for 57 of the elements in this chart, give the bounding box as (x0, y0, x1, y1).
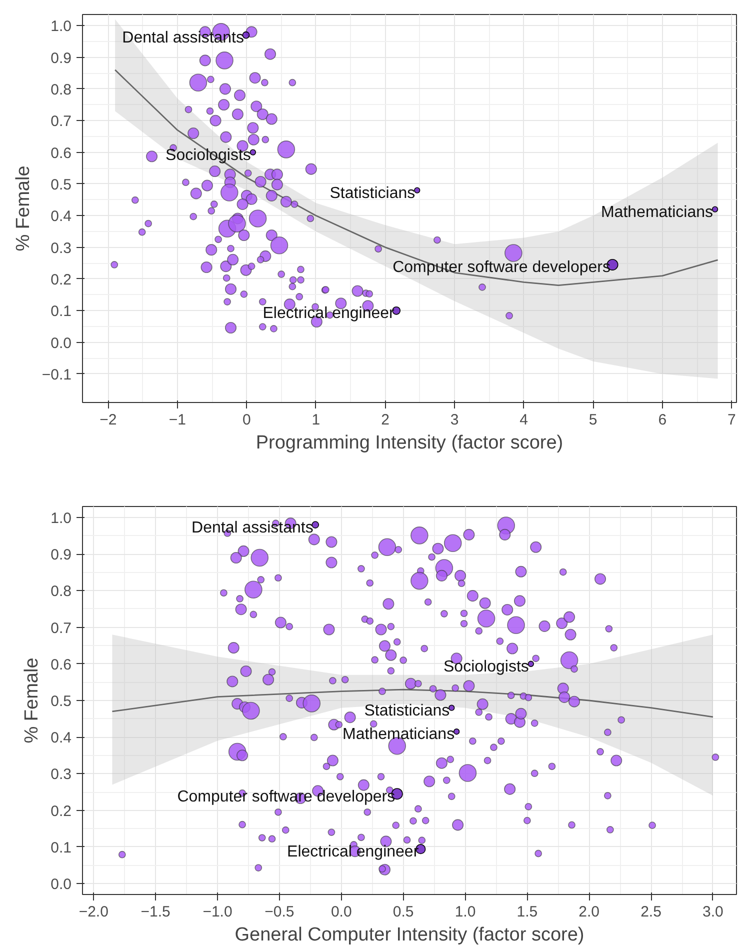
x-tick-label: −2 (100, 412, 117, 428)
line-series (114, 69, 718, 286)
x-tick-label: 2.0 (578, 904, 600, 920)
annotation: Statisticians (330, 184, 416, 202)
y-tick-label: 0.2 (50, 271, 72, 288)
y-tick-label: 1.0 (50, 510, 72, 527)
x-tick-label: 2.5 (640, 904, 662, 920)
y-tick-label: 0.7 (50, 620, 72, 637)
annotation: Sociologists (444, 658, 529, 676)
y-tick-label: 0.1 (50, 839, 72, 856)
annotation: Dental assistants (192, 519, 314, 536)
y-tick-label: 0.6 (50, 144, 72, 162)
y-tick-label: 0.8 (50, 583, 72, 600)
annotation: Mathematicians (342, 726, 455, 744)
x-axis-title: General Computer Intensity (factor score) (234, 924, 584, 946)
y-tick-label: 0.4 (50, 730, 72, 747)
x-tick-label: 2 (381, 412, 390, 428)
x-axis-title: Programming Intensity (factor score) (256, 432, 564, 454)
y-tick-label: 0.4 (50, 208, 72, 226)
x-tick-label: −1 (168, 412, 186, 428)
x-tick-label: 0.5 (392, 904, 414, 920)
x-tick-label: 3 (450, 412, 459, 428)
annotation: Dental assistants (122, 30, 244, 47)
x-tick-label: −1.0 (202, 904, 232, 920)
y-tick-label: 0.1 (50, 303, 72, 320)
x-tick-label: 0.0 (330, 904, 352, 920)
x-tick-label: 3.0 (702, 904, 724, 920)
x-tick-label: 5 (588, 412, 598, 428)
y-axis-title: % Female (22, 658, 43, 744)
y-axis-title: % Female (12, 166, 34, 252)
x-tick-label: −1.5 (140, 904, 170, 920)
y-tick-label: 0.9 (50, 546, 72, 564)
y-tick-label: 0.2 (50, 802, 72, 820)
y-tick-label: 0.6 (50, 656, 72, 674)
y-tick-label: −0.1 (42, 366, 72, 384)
x-tick-label: 6 (658, 412, 667, 428)
x-tick-label: 1 (312, 412, 320, 428)
x-tick-label: −0.5 (264, 904, 294, 920)
x-tick-label: 1.5 (516, 904, 538, 920)
annotation: Mathematicians (600, 204, 714, 221)
y-tick-label: 1.0 (50, 18, 72, 36)
x-tick-label: 7 (727, 412, 736, 428)
y-tick-label: 0.9 (50, 50, 72, 67)
annotation: Electrical engineer (262, 305, 396, 322)
x-tick-label: 0 (242, 412, 251, 428)
y-tick-label: 0.0 (50, 334, 72, 352)
y-tick-label: 0.3 (50, 240, 72, 257)
y-tick-label: 0.5 (50, 693, 72, 710)
y-tick-label: 0.3 (50, 766, 72, 784)
y-tick-label: 0.8 (50, 81, 72, 98)
y-tick-label: 0.5 (50, 176, 72, 194)
x-tick-label: 1.0 (454, 904, 476, 920)
y-tick-label: 0.7 (50, 113, 72, 130)
annotation: Statisticians (364, 702, 450, 720)
x-tick-label: −2.0 (78, 904, 108, 920)
x-tick-label: 4 (520, 412, 528, 428)
y-tick-label: 0.0 (50, 876, 72, 894)
